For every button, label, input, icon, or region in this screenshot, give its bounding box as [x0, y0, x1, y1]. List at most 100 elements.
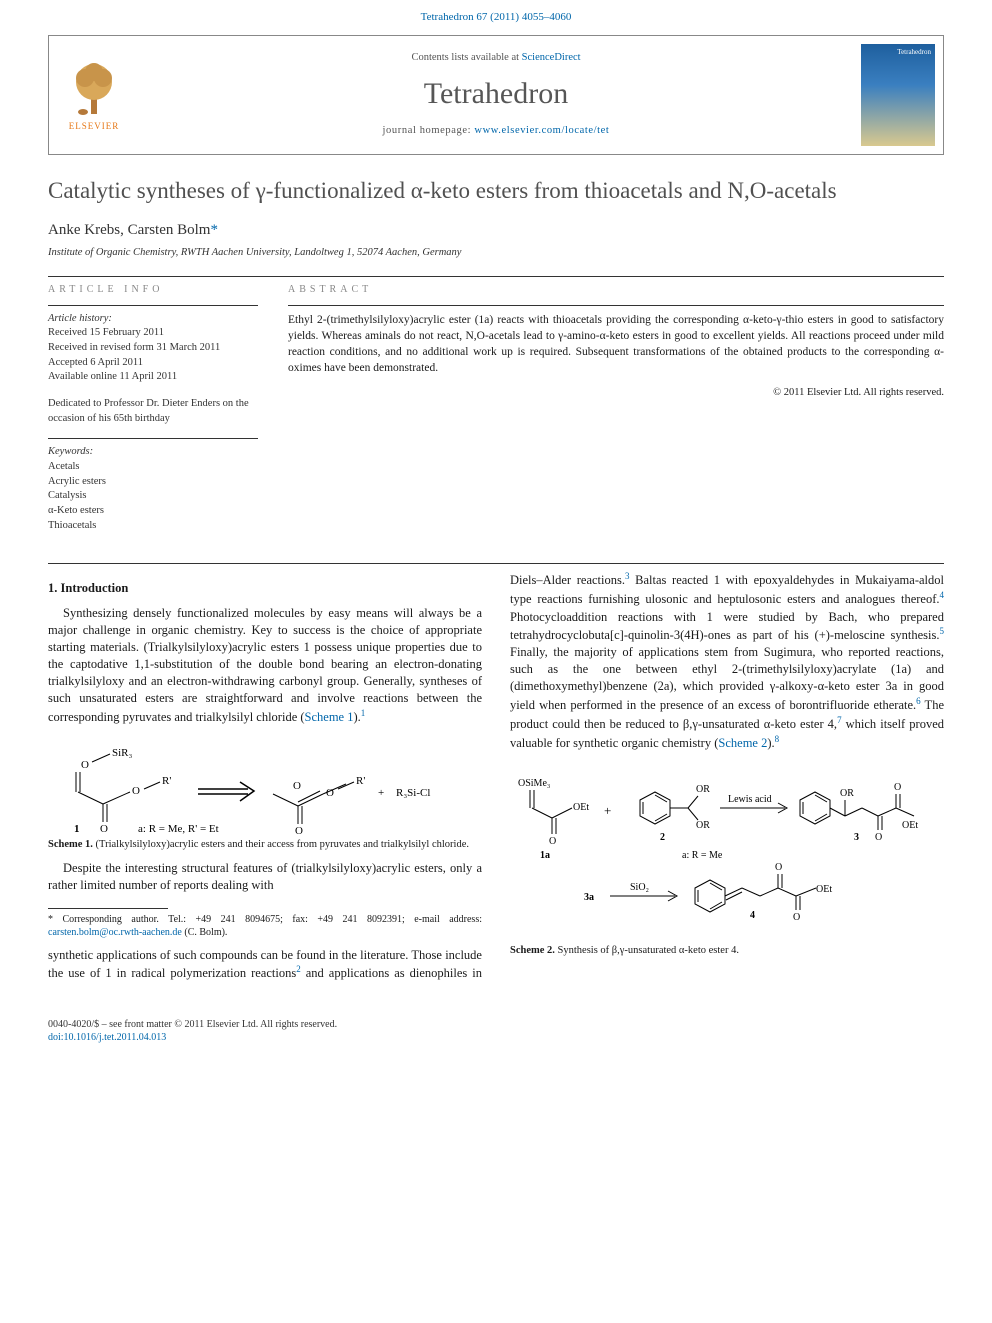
rprime-label: R' — [162, 775, 171, 787]
keywords-heading: Keywords: — [48, 445, 258, 460]
abstract-column: abstract Ethyl 2-(trimethylsilyloxy)acry… — [288, 283, 944, 545]
or-label-1: OR — [696, 784, 710, 795]
keyword-item: α-Keto esters — [48, 504, 258, 519]
ref-link-8[interactable]: 8 — [775, 734, 780, 744]
article-history: Article history: Received 15 February 20… — [48, 312, 258, 385]
footnote-tail: (C. Bolm). — [182, 927, 228, 938]
oet-label-3: OEt — [816, 884, 832, 895]
oet-label-2: OEt — [902, 820, 918, 831]
article-title: Catalytic syntheses of γ-functionalized … — [48, 177, 944, 206]
svg-text:O: O — [293, 780, 301, 792]
abstract-copyright: © 2011 Elsevier Ltd. All rights reserved… — [288, 386, 944, 400]
oet-label-1: OEt — [573, 802, 589, 813]
keyword-item: Acrylic esters — [48, 475, 258, 490]
article-info-column: article info Article history: Received 1… — [48, 283, 258, 545]
sir3-label: SiR₃ — [112, 747, 133, 759]
journal-cover-thumbnail[interactable]: Tetrahedron — [861, 44, 935, 146]
keyword-item: Thioacetals — [48, 519, 258, 534]
email-link[interactable]: carsten.bolm@oc.rwth-aachen.de — [48, 927, 182, 938]
svg-text:O: O — [100, 823, 108, 834]
paragraph-1: Synthesizing densely functionalized mole… — [48, 605, 482, 725]
scheme-1-caption: Scheme 1. (Trialkylsilyloxy)acrylic este… — [48, 838, 482, 852]
journal-homepage: journal homepage: www.elsevier.com/locat… — [383, 124, 610, 138]
svg-text:+: + — [378, 787, 384, 799]
cover-label: Tetrahedron — [897, 48, 931, 57]
history-revised: Received in revised form 31 March 2011 — [48, 341, 258, 356]
history-heading: Article history: — [48, 312, 258, 327]
kw-rule — [48, 438, 258, 439]
scheme2-ref-link[interactable]: Scheme 2 — [718, 736, 767, 750]
contents-available: Contents lists available at ScienceDirec… — [411, 51, 580, 65]
scheme1-caption-text: (Trialkylsilyloxy)acrylic esters and the… — [93, 839, 469, 850]
scheme-1-figure: O SiR₃ O O R' 1 a: R = Me, R' = Et — [48, 734, 482, 852]
corresponding-mark: * — [210, 222, 218, 238]
body-rule — [48, 563, 944, 564]
homepage-prefix: journal homepage: — [383, 125, 475, 136]
scheme-2-figure: OSiMe₃ OEt O 1a + OR — [510, 760, 944, 958]
separator-rule — [48, 276, 944, 277]
dedication: Dedicated to Professor Dr. Dieter Enders… — [48, 397, 258, 426]
history-online: Available online 11 April 2011 — [48, 370, 258, 385]
ref-link-5[interactable]: 5 — [940, 626, 945, 636]
svg-text:O: O — [775, 862, 782, 873]
keyword-item: Catalysis — [48, 489, 258, 504]
publisher-logo[interactable]: ELSEVIER — [49, 36, 139, 154]
footer-matter: 0040-4020/$ – see front matter © 2011 El… — [0, 1012, 992, 1064]
scheme2-sub-a: a: R = Me — [682, 850, 723, 861]
compound-1a-label: 1a — [540, 850, 550, 861]
abstract-heading: abstract — [288, 283, 944, 297]
keyword-item: Acetals — [48, 460, 258, 475]
lewis-acid-label: Lewis acid — [728, 794, 772, 805]
footnote-rule — [48, 908, 168, 909]
article-info-heading: article info — [48, 283, 258, 297]
svg-text:O: O — [894, 782, 901, 793]
ref-link-1[interactable]: 1 — [361, 708, 366, 718]
scheme-2-caption: Scheme 2. Synthesis of β,γ-unsaturated α… — [510, 944, 944, 958]
compound-3a-label: 3a — [584, 892, 594, 903]
abstract-text: Ethyl 2-(trimethylsilyloxy)acrylic ester… — [288, 312, 944, 376]
citation-line: Tetrahedron 67 (2011) 4055–4060 — [0, 0, 992, 31]
section-title: Introduction — [61, 581, 129, 595]
p3d: Photocycloaddition reactions with 1 were… — [510, 610, 944, 643]
sciencedirect-link[interactable]: ScienceDirect — [522, 52, 581, 63]
ref-link-4[interactable]: 4 — [940, 590, 945, 600]
svg-text:O: O — [793, 912, 800, 923]
author-names: Anke Krebs, Carsten Bolm — [48, 222, 210, 238]
svg-text:O: O — [326, 787, 334, 799]
front-matter-line: 0040-4020/$ – see front matter © 2011 El… — [48, 1018, 944, 1031]
svg-text:O: O — [875, 832, 882, 843]
sio2-label: SiO₂ — [630, 882, 649, 893]
history-accepted: Accepted 6 April 2011 — [48, 356, 258, 371]
paragraph-2: Despite the interesting structural featu… — [48, 860, 482, 894]
elsevier-tree-icon — [69, 58, 119, 118]
svg-text:+: + — [604, 803, 611, 818]
contents-prefix: Contents lists available at — [411, 52, 521, 63]
or-label-2: OR — [696, 820, 710, 831]
scheme1-ref-link[interactable]: Scheme 1 — [305, 710, 354, 724]
doi-link[interactable]: doi:10.1016/j.tet.2011.04.013 — [48, 1031, 944, 1044]
svg-text:O: O — [132, 785, 140, 797]
section-number: 1. — [48, 581, 57, 595]
scheme2-label: Scheme 2. — [510, 945, 555, 956]
compound-4-label: 4 — [750, 910, 755, 921]
para1b-text: ). — [353, 710, 360, 724]
section-heading-intro: 1. Introduction — [48, 580, 482, 597]
p3h: ). — [767, 736, 774, 750]
journal-title: Tetrahedron — [424, 74, 569, 115]
scheme1-label: Scheme 1. — [48, 839, 93, 850]
abs-rule — [288, 305, 944, 306]
journal-header: ELSEVIER Contents lists available at Sci… — [48, 35, 944, 155]
r3sicl-label: R₃Si-Cl — [396, 787, 430, 799]
scheme1-sub-a: a: R = Me, R' = Et — [138, 823, 219, 834]
homepage-link[interactable]: www.elsevier.com/locate/tet — [474, 125, 609, 136]
para1-text: Synthesizing densely functionalized mole… — [48, 606, 482, 723]
compound-2-label: 2 — [660, 832, 665, 843]
keywords-block: Keywords: Acetals Acrylic esters Catalys… — [48, 445, 258, 533]
publisher-name: ELSEVIER — [69, 120, 120, 132]
compound-1-label: 1 — [74, 823, 80, 834]
author-list: Anke Krebs, Carsten Bolm* — [48, 220, 944, 240]
osime3-label: OSiMe₃ — [518, 778, 550, 789]
corresponding-author-footnote: * Corresponding author. Tel.: +49 241 80… — [48, 913, 482, 939]
info-rule — [48, 305, 258, 306]
scheme2-caption-text: Synthesis of β,γ-unsaturated α-keto este… — [555, 945, 739, 956]
